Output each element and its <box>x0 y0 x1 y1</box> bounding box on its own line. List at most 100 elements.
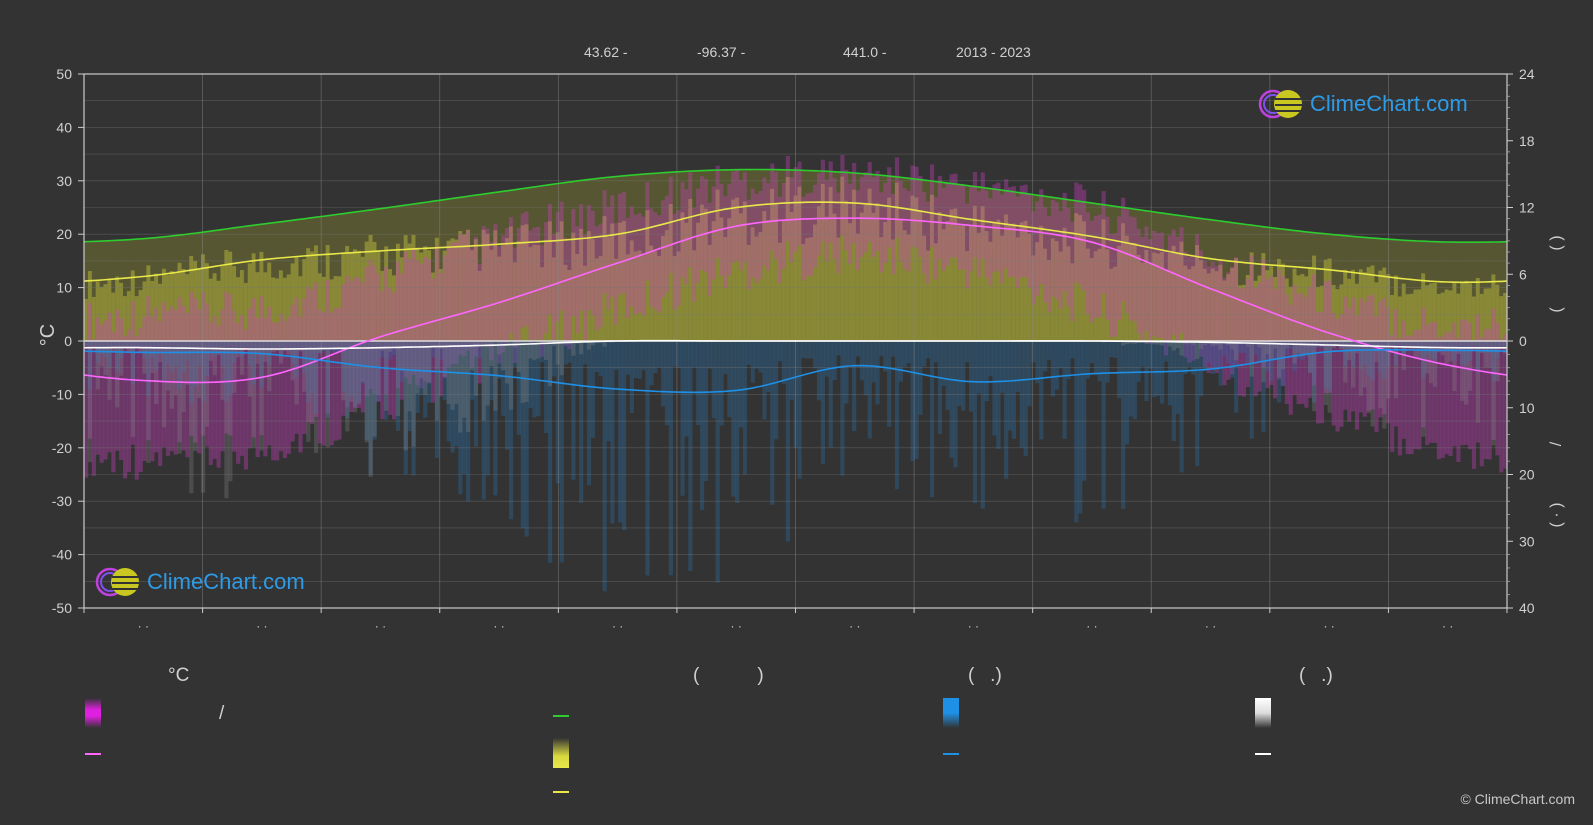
snow-bar <box>411 341 416 447</box>
snow-bar <box>571 341 576 356</box>
sunshine-bar <box>146 265 151 341</box>
rain-bar <box>197 341 202 366</box>
temp-range-bar <box>1288 304 1293 415</box>
temp-range-bar <box>294 297 299 434</box>
logo-top[interactable]: ClimeChart.com <box>1258 88 1468 120</box>
snow-bar <box>204 341 210 427</box>
rain-bar <box>1343 341 1348 367</box>
snow-bar <box>302 341 307 392</box>
snow-bar <box>1319 341 1325 347</box>
rain-bar <box>181 341 186 373</box>
temp-range-bar <box>754 193 759 283</box>
snow-bar <box>1296 341 1301 354</box>
sunshine-bar <box>1421 273 1426 341</box>
sunshine-bar <box>236 277 241 341</box>
rain-bar <box>1249 341 1254 439</box>
snow-bar <box>403 341 408 451</box>
temp-range-bar <box>1007 187 1013 278</box>
temp-range-bar <box>1409 335 1414 455</box>
sunshine-bar <box>255 272 260 341</box>
rain-bar <box>996 341 1001 449</box>
rain-bar <box>294 341 299 378</box>
snow-bar <box>395 341 401 416</box>
sunshine-bar <box>290 263 295 341</box>
rain-bar <box>1261 341 1266 432</box>
rain-bar <box>879 341 884 357</box>
sunshine-bar <box>1210 268 1215 341</box>
rain-bar <box>372 341 377 440</box>
rain-bar <box>844 341 849 404</box>
sunshine-bar <box>945 221 950 341</box>
rain-bar <box>298 341 303 351</box>
sunshine-bar <box>134 296 139 341</box>
sunshine-bar <box>1082 221 1087 341</box>
sunshine-bar <box>1237 285 1243 341</box>
temp-range-bar <box>208 321 213 465</box>
rain-bar <box>610 341 615 524</box>
sunshine-bar <box>99 286 104 341</box>
temp-range-bar <box>715 165 720 259</box>
sunshine-bar <box>1327 258 1332 341</box>
temp-range-bar <box>356 277 362 408</box>
sunshine-bar <box>770 188 775 341</box>
sunshine-bar <box>87 271 93 341</box>
rain-bar <box>657 341 662 368</box>
snow-bar <box>267 341 272 392</box>
sunshine-bar <box>376 251 381 341</box>
legend-daylight-line <box>553 715 569 717</box>
snow-bar <box>290 341 295 381</box>
rain-bar <box>968 341 974 412</box>
snow-line <box>83 339 1507 350</box>
temp-range-bar <box>399 273 404 400</box>
temp-range-bar <box>138 327 143 472</box>
temp-range-bar <box>446 245 451 368</box>
temp-range-bar <box>259 296 264 436</box>
rain-bar <box>1183 341 1188 375</box>
rain-bar <box>1351 341 1356 368</box>
temp-range-bar <box>1452 322 1457 447</box>
temp-range-bar <box>774 172 779 259</box>
temp-range-bar <box>836 192 841 274</box>
sunshine-bar <box>590 239 596 341</box>
snow-bar <box>263 341 268 362</box>
snow-bar <box>1308 341 1313 373</box>
rain-bar <box>1062 341 1067 439</box>
temp-range-bar <box>1062 192 1067 292</box>
snow-bar <box>1160 341 1165 346</box>
sunshine-bar <box>902 230 907 341</box>
daylight-bar <box>1440 241 1445 341</box>
sunshine-bar <box>657 255 662 341</box>
snow-bar <box>1499 341 1504 350</box>
rain-bar <box>399 341 404 382</box>
rain-bar <box>1460 341 1465 365</box>
temp-range-bar <box>1128 216 1134 321</box>
sunshine-bar <box>820 183 826 341</box>
snow-bar <box>111 341 116 352</box>
sunshine-bar <box>555 232 560 341</box>
sunshine-bar <box>544 241 549 341</box>
temp-range-bar <box>337 307 342 440</box>
temp-range-bar <box>1043 207 1048 303</box>
rain-bar <box>586 341 592 486</box>
temp-range-bar <box>637 213 642 313</box>
temp-range-bar <box>930 164 935 247</box>
rain-bar <box>193 341 198 387</box>
snow-bar <box>275 341 280 352</box>
sunshine-bar <box>197 269 202 341</box>
rain-bar <box>949 341 954 458</box>
sunshine-bar <box>1218 264 1223 341</box>
sunshine-bar <box>883 222 888 341</box>
daylight-bar <box>1237 223 1243 341</box>
sunshine-bar <box>996 219 1001 341</box>
x-tick-label: · · <box>1205 619 1216 633</box>
temp-range-bar <box>1199 250 1204 357</box>
temp-range-bar <box>1124 209 1130 314</box>
logo-bottom[interactable]: ClimeChart.com <box>95 566 305 598</box>
rain-bar <box>1035 341 1040 384</box>
temp-range-bar <box>594 226 599 331</box>
rain-bar <box>980 341 985 509</box>
snow-bar <box>349 341 354 402</box>
rain-bar <box>1483 341 1488 353</box>
temp-range-bar <box>1058 210 1063 309</box>
temp-range-bar <box>1503 334 1508 469</box>
